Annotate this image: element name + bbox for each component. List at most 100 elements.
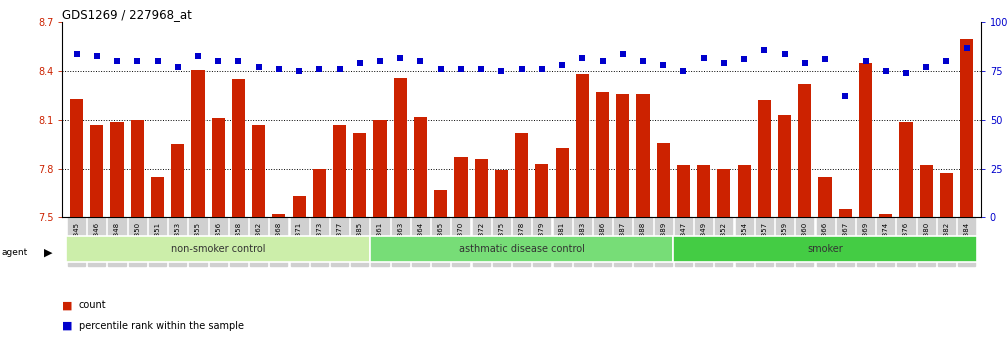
Point	[554, 62, 570, 68]
Point	[372, 59, 388, 64]
Bar	[596, 92, 609, 217]
Bar	[674, 236, 977, 263]
Point	[351, 61, 368, 66]
Text: asthmatic disease control: asthmatic disease control	[458, 244, 584, 254]
Bar	[232, 79, 245, 217]
Bar	[919, 165, 932, 217]
Text: ▶: ▶	[44, 248, 52, 257]
Bar	[899, 121, 912, 217]
Point	[959, 45, 975, 50]
Bar	[556, 148, 569, 217]
Point	[898, 70, 914, 76]
Point	[149, 59, 165, 64]
Point	[918, 65, 934, 70]
Point	[231, 59, 247, 64]
Point	[210, 59, 227, 64]
Text: count: count	[79, 300, 106, 310]
Bar	[839, 209, 852, 217]
Point	[817, 57, 833, 62]
Bar	[370, 236, 674, 263]
Text: non-smoker control: non-smoker control	[171, 244, 266, 254]
Text: GDS1269 / 227968_at: GDS1269 / 227968_at	[62, 8, 192, 21]
Bar	[293, 196, 306, 217]
Point	[635, 59, 652, 64]
Bar	[697, 165, 710, 217]
Point	[857, 59, 873, 64]
Point	[676, 68, 692, 74]
Bar	[111, 121, 124, 217]
Point	[331, 67, 347, 72]
Point	[89, 53, 105, 58]
Bar	[171, 144, 184, 217]
Bar	[879, 214, 892, 217]
Bar	[91, 125, 104, 217]
Point	[291, 68, 307, 74]
Bar	[272, 214, 285, 217]
Point	[716, 61, 732, 66]
Bar	[819, 177, 832, 217]
Text: percentile rank within the sample: percentile rank within the sample	[79, 321, 244, 331]
Point	[614, 51, 630, 56]
Bar	[657, 142, 670, 217]
Bar	[474, 159, 487, 217]
Bar	[66, 236, 370, 263]
Bar	[859, 63, 872, 217]
Point	[534, 67, 550, 72]
Point	[878, 68, 894, 74]
Point	[392, 55, 408, 60]
Point	[190, 53, 206, 58]
Bar	[211, 118, 225, 217]
Bar	[515, 133, 529, 217]
Point	[756, 47, 772, 52]
Point	[574, 55, 590, 60]
Point	[311, 67, 327, 72]
Bar	[434, 190, 447, 217]
Text: agent: agent	[1, 248, 27, 257]
Point	[939, 59, 955, 64]
Bar	[333, 125, 346, 217]
Bar	[454, 157, 467, 217]
Point	[473, 67, 489, 72]
Point	[129, 59, 145, 64]
Point	[797, 61, 813, 66]
Bar	[616, 94, 629, 217]
Point	[453, 67, 469, 72]
Bar	[940, 174, 953, 217]
Bar	[151, 177, 164, 217]
Point	[696, 55, 712, 60]
Point	[413, 59, 429, 64]
Bar	[737, 165, 750, 217]
Bar	[799, 84, 812, 217]
Bar	[131, 120, 144, 217]
Bar	[677, 165, 690, 217]
Point	[170, 65, 186, 70]
Point	[514, 67, 530, 72]
Point	[433, 67, 449, 72]
Point	[594, 59, 610, 64]
Point	[837, 94, 853, 99]
Bar	[758, 100, 771, 217]
Bar	[313, 169, 326, 217]
Point	[656, 62, 672, 68]
Point	[251, 65, 267, 70]
Text: smoker: smoker	[808, 244, 843, 254]
Bar	[494, 170, 508, 217]
Bar	[353, 133, 367, 217]
Bar	[778, 115, 792, 217]
Bar	[374, 120, 387, 217]
Bar	[960, 39, 973, 217]
Bar	[636, 94, 650, 217]
Bar	[394, 78, 407, 217]
Bar	[191, 70, 204, 217]
Point	[736, 57, 752, 62]
Bar	[414, 117, 427, 217]
Bar	[717, 169, 730, 217]
Point	[68, 51, 85, 56]
Bar	[576, 75, 589, 217]
Bar	[536, 164, 549, 217]
Bar	[70, 99, 84, 217]
Point	[109, 59, 125, 64]
Point	[271, 67, 287, 72]
Point	[776, 51, 793, 56]
Point	[493, 68, 510, 74]
